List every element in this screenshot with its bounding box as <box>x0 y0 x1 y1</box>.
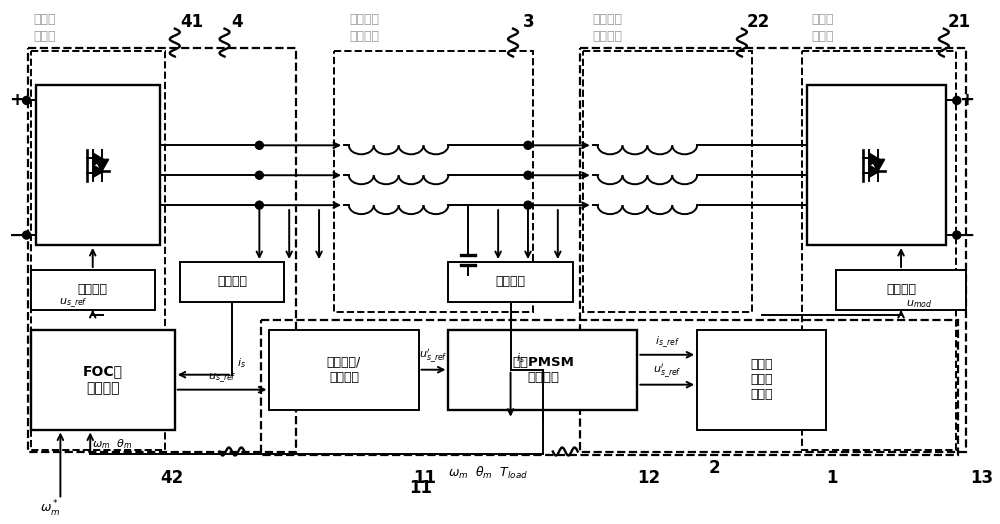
Text: −: − <box>9 225 25 245</box>
Circle shape <box>23 96 31 104</box>
Text: $i_s$: $i_s$ <box>237 356 246 370</box>
Text: $u_{s\_ref}'$: $u_{s\_ref}'$ <box>419 347 448 365</box>
Text: 电流控制
阻抗网络: 电流控制 阻抗网络 <box>593 13 623 42</box>
Text: $\omega_m$  $\theta_m$  $T_{load}$: $\omega_m$ $\theta_m$ $T_{load}$ <box>448 464 528 481</box>
Text: 脉宽调制: 脉宽调制 <box>78 283 108 297</box>
Circle shape <box>524 171 532 179</box>
Circle shape <box>255 171 263 179</box>
Bar <box>448 262 573 302</box>
Text: $i_s$: $i_s$ <box>516 351 525 365</box>
Text: 4: 4 <box>232 13 243 31</box>
Bar <box>269 330 419 410</box>
Circle shape <box>953 96 961 104</box>
Text: 驱动侧
逆变器: 驱动侧 逆变器 <box>34 13 56 42</box>
Text: 11: 11 <box>410 479 433 497</box>
Text: 1: 1 <box>826 470 838 487</box>
Bar <box>836 270 966 310</box>
Text: 3: 3 <box>523 13 535 31</box>
Bar <box>334 50 533 312</box>
Text: 13: 13 <box>971 470 994 487</box>
Text: 41: 41 <box>180 13 203 31</box>
Polygon shape <box>95 159 109 171</box>
Text: FOC调
速控制器: FOC调 速控制器 <box>83 365 123 395</box>
Bar <box>31 330 175 430</box>
Bar <box>802 50 956 450</box>
Text: +: + <box>959 91 974 110</box>
Text: $i_{s\_ref}$: $i_{s\_ref}$ <box>655 334 680 350</box>
Bar <box>31 270 155 310</box>
Bar <box>580 48 966 453</box>
Circle shape <box>23 231 31 239</box>
Circle shape <box>255 201 263 209</box>
Text: −: − <box>959 225 975 245</box>
Polygon shape <box>871 159 885 171</box>
Bar <box>180 262 284 302</box>
Text: 电流全
带宽控
制环节: 电流全 带宽控 制环节 <box>751 358 773 401</box>
Text: $u_{s\_ref}$: $u_{s\_ref}$ <box>59 297 88 310</box>
Polygon shape <box>869 154 880 165</box>
Circle shape <box>524 201 532 209</box>
Circle shape <box>255 141 263 149</box>
Text: 脉宽调制: 脉宽调制 <box>886 283 916 297</box>
Text: 电流采样: 电流采样 <box>496 276 526 288</box>
Text: 11: 11 <box>414 470 437 487</box>
Text: 电流采样: 电流采样 <box>217 276 247 288</box>
Text: 纹波抑制
阻抗网络: 纹波抑制 阻抗网络 <box>349 13 379 42</box>
Circle shape <box>953 231 961 239</box>
Text: 电压传输/
补偿环节: 电压传输/ 补偿环节 <box>327 356 361 384</box>
Text: 12: 12 <box>637 470 661 487</box>
Text: $u_{s\_ref}'$: $u_{s\_ref}'$ <box>653 362 682 380</box>
Text: 2: 2 <box>709 460 721 477</box>
Text: +: + <box>9 91 24 110</box>
Polygon shape <box>93 154 104 165</box>
Bar <box>31 50 165 450</box>
Circle shape <box>524 141 532 149</box>
Bar <box>36 85 160 245</box>
Bar <box>583 50 752 312</box>
Bar <box>697 330 826 430</box>
Text: $\omega_m^*$: $\omega_m^*$ <box>40 499 61 519</box>
Text: 21: 21 <box>948 13 971 31</box>
Text: 电机侧
逆变器: 电机侧 逆变器 <box>812 13 834 42</box>
Text: $u_{s\_ref}$: $u_{s\_ref}$ <box>208 371 236 385</box>
Bar <box>448 330 637 410</box>
Text: $\omega_m$  $\theta_m$: $\omega_m$ $\theta_m$ <box>92 438 132 452</box>
Polygon shape <box>93 165 104 177</box>
Text: 42: 42 <box>160 470 183 487</box>
Bar <box>261 320 958 455</box>
Text: 目标PMSM
数学模型: 目标PMSM 数学模型 <box>512 356 574 384</box>
Text: $u_{mod}$: $u_{mod}$ <box>906 298 932 310</box>
Bar <box>807 85 946 245</box>
Bar <box>28 48 296 453</box>
Polygon shape <box>869 165 880 177</box>
Text: 22: 22 <box>747 13 770 31</box>
